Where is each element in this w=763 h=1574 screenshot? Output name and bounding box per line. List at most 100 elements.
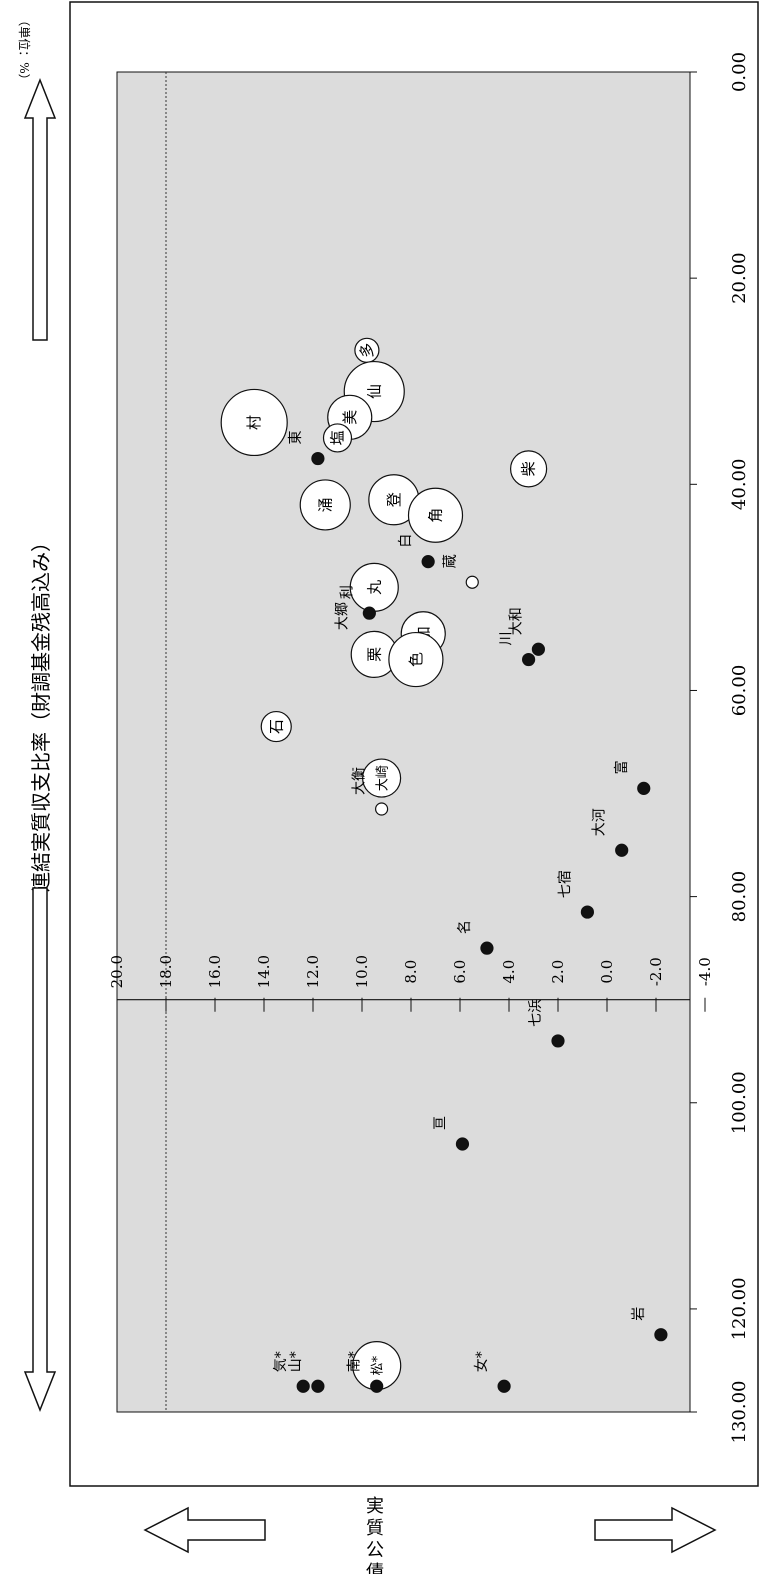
dot-marker — [497, 1379, 511, 1393]
data-point: 石 — [260, 710, 292, 743]
point-label: 涌 — [316, 497, 334, 512]
bubble-marker — [388, 631, 444, 688]
point-label: 川 — [499, 632, 515, 646]
bubble-marker — [407, 487, 464, 543]
point-label: 登 — [385, 492, 403, 507]
data-point: 富 — [613, 760, 651, 795]
plot-area — [116, 71, 691, 1413]
point-label: 岩 — [631, 1307, 647, 1321]
point-label: 栗 — [365, 647, 383, 662]
bubble-marker — [362, 758, 402, 798]
x-axis-label-char: 公 — [366, 1540, 384, 1561]
dot-marker — [421, 555, 435, 569]
hollow-marker — [375, 802, 389, 816]
data-point: 蔵 — [442, 554, 479, 589]
dot-marker — [311, 451, 325, 466]
point-label: 美 — [341, 410, 359, 425]
data-point: 亘 — [432, 1116, 470, 1151]
point-label: 大和 — [508, 607, 524, 635]
data-point: 登 — [368, 474, 420, 526]
point-label: 気* — [273, 1351, 289, 1372]
bubble-marker — [220, 388, 288, 457]
dot-marker — [370, 1379, 384, 1393]
right-arrow-icon — [594, 1506, 717, 1554]
data-point: 気* — [273, 1351, 310, 1393]
chart-title: 連結実質収支比率（財調基金残高込み） — [29, 532, 53, 892]
point-label: 柴 — [520, 461, 538, 476]
y-tick-label: 2.0 — [549, 960, 567, 984]
point-label: 大衡 — [352, 767, 368, 795]
point-label: 白 — [398, 534, 414, 548]
dot-marker — [531, 642, 546, 656]
y-tick-label: 4.0 — [500, 960, 518, 984]
dot-marker — [654, 1328, 668, 1342]
point-label: 塩 — [329, 430, 347, 445]
data-point: 白 — [398, 534, 435, 569]
point-label: 亘 — [432, 1116, 448, 1130]
data-point: 村 — [220, 388, 288, 457]
point-label: 角 — [427, 508, 445, 523]
data-point: 多 — [354, 337, 380, 363]
x-tick-labels: 0.00 20.00 40.00 60.00 80.00 100.00 120.00 130.… — [690, 52, 750, 1444]
bubble-marker — [322, 423, 353, 453]
data-point: 名 — [457, 920, 494, 955]
y-tick-label: -4.0 — [696, 957, 714, 986]
x-axis-label-char: 債 — [366, 1562, 384, 1574]
data-point: 塩 — [322, 423, 353, 453]
data-point: 栗 — [350, 630, 398, 678]
x-axis-label-char: 実 — [366, 1496, 384, 1517]
dot-marker — [551, 1034, 565, 1048]
dot-marker — [480, 941, 494, 955]
dot-marker — [311, 1379, 325, 1393]
data-point: 山* — [288, 1351, 325, 1393]
x-tick-label: 130.00 — [729, 1381, 750, 1444]
y-tick-label: -2.0 — [647, 957, 665, 986]
data-point: 七浜 — [528, 999, 565, 1048]
point-label: 多 — [358, 343, 376, 358]
y-tick-label: 18.0 — [157, 955, 175, 988]
y-axis: 20.0 18.0 16.0 14.0 12.0 10.0 8.0 6.0 4.0 2.0 0.0 -… — [108, 955, 714, 1012]
down-arrow-icon — [23, 887, 57, 1413]
point-label: 村 — [245, 415, 263, 430]
data-point: 角 — [407, 487, 464, 543]
data-point: 女* — [473, 1351, 511, 1393]
x-tick-label: 40.00 — [729, 459, 750, 511]
data-point: 東 — [288, 431, 325, 466]
data-point: 涌 — [299, 479, 351, 531]
data-point: 南* — [347, 1351, 384, 1393]
point-label: 石 — [267, 719, 285, 734]
dot-marker — [615, 843, 629, 857]
bubble-marker — [299, 479, 351, 531]
y-tick-label: 6.0 — [451, 960, 469, 984]
point-label: 大郷 — [334, 602, 350, 630]
x-tick-label: 100.00 — [729, 1071, 750, 1134]
data-point: 大和 — [508, 607, 546, 656]
point-label: 丸 — [365, 580, 383, 595]
dot-marker — [296, 1379, 310, 1393]
left-arrow-icon — [143, 1506, 266, 1554]
point-label: 富 — [613, 760, 630, 774]
data-point: 大崎 — [362, 758, 402, 798]
dot-marker — [521, 652, 536, 667]
bubble-marker — [509, 450, 548, 488]
point-label: 女* — [473, 1351, 490, 1372]
data-point: 岩 — [631, 1307, 668, 1342]
point-label: 南* — [347, 1351, 363, 1372]
point-label: 七浜 — [528, 999, 544, 1027]
data-point: 色 — [388, 631, 444, 688]
y-tick-label: 14.0 — [255, 955, 273, 988]
dot-marker — [362, 606, 376, 620]
data-point: 丸 — [349, 562, 399, 612]
point-label: 利 — [339, 585, 355, 599]
point-label: 大崎 — [376, 765, 391, 791]
x-axis-label-char: 質 — [366, 1518, 384, 1539]
x-tick-label: 20.00 — [729, 252, 750, 304]
point-label: 山* — [288, 1351, 304, 1372]
up-arrow-icon — [23, 77, 57, 341]
x-axis-label: 実質公債費比率 — [366, 1496, 384, 1574]
x-tick-label: 120.00 — [729, 1277, 750, 1340]
dot-marker — [637, 781, 651, 795]
data-point: 利 — [339, 585, 376, 620]
dot-marker — [455, 1137, 470, 1151]
